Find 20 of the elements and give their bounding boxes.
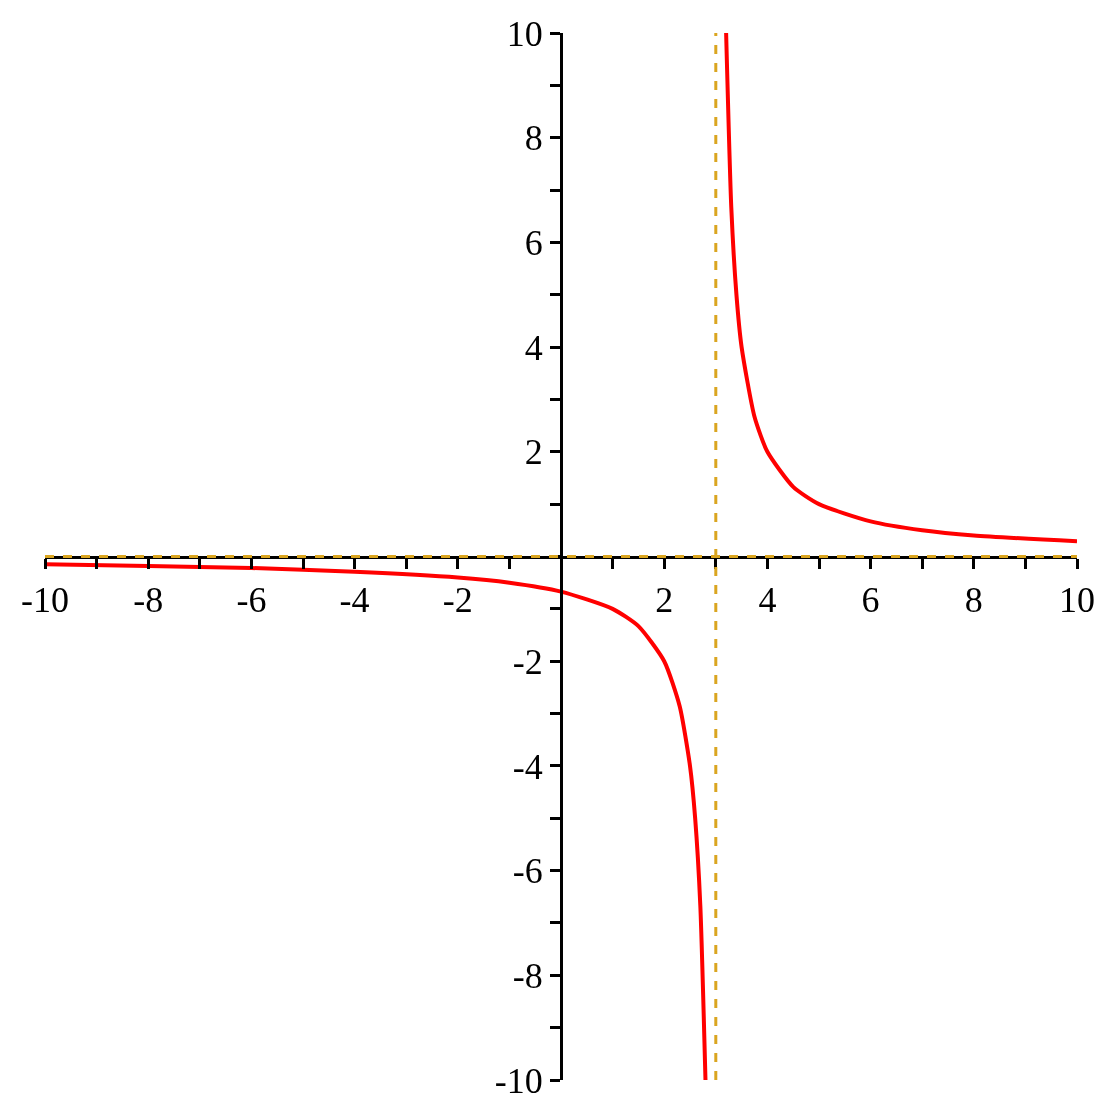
x-tick-label: -2 — [442, 579, 473, 620]
y-tick-label: 6 — [524, 223, 543, 263]
x-tick-label: 2 — [655, 579, 674, 620]
x-tick-label: 6 — [861, 579, 880, 620]
x-tick-label: -8 — [133, 579, 164, 620]
x-tick-label: 8 — [964, 579, 983, 620]
y-tick-label: -6 — [512, 851, 543, 892]
y-tick-label: -2 — [512, 641, 543, 682]
x-tick-label: 10 — [1059, 579, 1095, 620]
y-tick-label: -8 — [512, 955, 543, 996]
y-tick-label: -4 — [512, 746, 543, 787]
x-tick-label: -10 — [21, 579, 69, 620]
y-tick-label: 2 — [524, 432, 543, 473]
y-tick-label: -10 — [494, 1060, 543, 1101]
y-tick-label: 8 — [524, 118, 543, 159]
x-tick-label: -6 — [236, 579, 267, 620]
x-tick-label: -4 — [339, 579, 370, 620]
y-tick-label: 4 — [524, 327, 543, 368]
y-tick-label: 10 — [506, 13, 543, 54]
x-tick-label: 4 — [758, 579, 777, 620]
